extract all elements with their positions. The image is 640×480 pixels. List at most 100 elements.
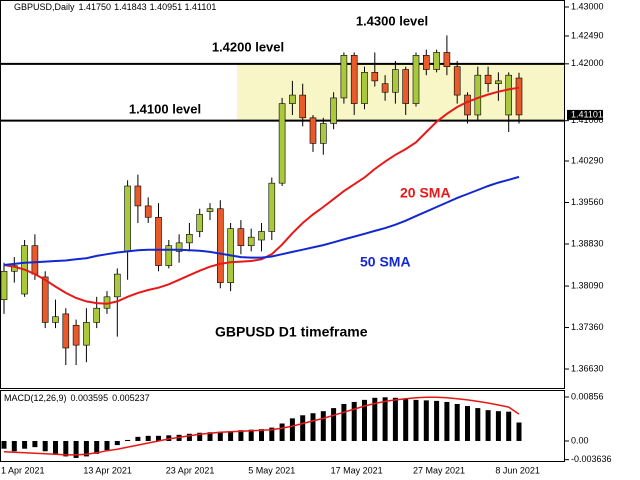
macd-bar — [475, 408, 481, 441]
candle-body — [41, 276, 49, 323]
macd-bar — [495, 411, 501, 441]
macd-bar — [42, 440, 48, 452]
x-tick-label: 8 Jun 2021 — [495, 465, 540, 475]
macd-bar — [310, 413, 316, 441]
header-high: 1.41843 — [114, 2, 147, 12]
candle-body — [31, 245, 39, 275]
candle-body — [196, 214, 203, 232]
macd-bar — [1, 440, 7, 449]
macd-bar — [465, 406, 470, 441]
macd-bar — [135, 436, 141, 441]
macd-bar — [73, 440, 79, 458]
candle-body — [371, 72, 379, 82]
candle-body — [309, 117, 317, 144]
y-tick-label: 1.43000 — [571, 1, 604, 11]
candle-body — [474, 74, 482, 116]
candle-body — [505, 74, 513, 116]
macd-bar — [217, 431, 223, 441]
y-tick-label: -0.003636 — [571, 454, 612, 464]
candle-body — [237, 228, 245, 246]
macd-bar — [444, 401, 450, 441]
macd-title: MACD(12,26,9) — [4, 393, 67, 403]
candle-body — [350, 54, 358, 104]
plot-layer: 1.43000 1.42490 1.42000 1.41000 1.40290 1.395… — [0, 1, 612, 475]
candle-body — [319, 123, 327, 144]
macd-bar — [413, 399, 419, 441]
candle-body — [206, 208, 214, 212]
macd-bar — [269, 427, 275, 441]
candle-body — [340, 54, 348, 99]
x-tick-label: 27 May 2021 — [413, 465, 465, 475]
sma-line — [3, 175, 520, 266]
y-tick-label: 1.41000 — [571, 115, 604, 125]
y-tick-label: 0.00856 — [571, 391, 604, 401]
candle-body — [165, 245, 173, 266]
candle-body — [93, 307, 100, 323]
macd-bar — [207, 432, 213, 441]
header-close: 1.41101 — [184, 2, 216, 12]
zone — [237, 63, 564, 121]
candle-body — [186, 234, 193, 244]
candle-body — [412, 54, 420, 104]
macd-bar — [63, 440, 69, 457]
macd-bar — [403, 398, 409, 441]
macd-bar — [372, 397, 378, 441]
macd-bar — [248, 429, 254, 441]
macd-bar — [516, 422, 522, 441]
candle-body — [155, 216, 162, 266]
y-tick-label: 1.39560 — [571, 197, 604, 207]
level-label: 1.4100 level — [129, 101, 201, 116]
header-open: 1.41750 — [79, 2, 112, 12]
macd-bar — [506, 411, 512, 441]
macd-bar — [454, 403, 460, 441]
macd-bar — [279, 423, 285, 441]
x-tick-label: 5 May 2021 — [248, 465, 295, 475]
symbol: GBPUSD,Daily — [14, 2, 75, 12]
candle-body — [175, 242, 183, 252]
macd-bar — [300, 415, 306, 441]
last-price-box — [567, 109, 603, 120]
sma-label: 50 SMA — [360, 254, 411, 270]
candle-body — [464, 94, 471, 116]
macd-bar — [434, 400, 440, 441]
y-tick-label: 1.37360 — [571, 322, 604, 332]
candle-body — [453, 66, 461, 96]
candle-body — [289, 94, 296, 104]
macd-bar — [32, 440, 38, 448]
sma-line — [3, 86, 520, 305]
chart-header: GBPUSD,Daily 1.41750 1.41843 1.40951 1.41101 — [14, 2, 216, 12]
candle-body — [422, 54, 430, 70]
y-tick-label: 1.38090 — [571, 280, 604, 290]
candle-body — [72, 324, 80, 346]
level-label: 1.4200 level — [212, 39, 284, 54]
candle-body — [52, 316, 59, 323]
macd-bar — [289, 418, 295, 441]
macd-bar — [94, 440, 100, 454]
candle-body — [247, 236, 255, 246]
candle-body — [258, 231, 265, 241]
y-tick-label: 1.36630 — [571, 363, 604, 373]
sma-label: 20 SMA — [400, 185, 451, 201]
level-label: 1.4300 level — [356, 13, 428, 28]
macd-bar — [341, 403, 347, 441]
annotation: GBPUSD D1 timeframe — [215, 324, 368, 340]
macd-signal-value: 0.005237 — [112, 393, 150, 403]
candle-body — [515, 77, 523, 116]
x-tick-label: 13 Apr 2021 — [83, 465, 132, 475]
candle-body — [402, 69, 410, 104]
candle-body — [83, 322, 90, 346]
macd-bar — [362, 399, 367, 441]
macd-bar — [197, 432, 203, 441]
macd-bar — [125, 439, 131, 441]
x-tick-label: 1 Apr 2021 — [1, 465, 45, 475]
macd-hist-value: 0.003595 — [71, 393, 109, 403]
candle-body — [330, 97, 337, 124]
macd-bar — [238, 430, 244, 441]
macd-header: MACD(12,26,9) 0.003595 0.005237 — [4, 393, 150, 403]
candle-body — [299, 94, 307, 119]
macd-bar — [104, 440, 110, 451]
candle-body — [124, 185, 131, 252]
y-tick-label: 1.40290 — [571, 155, 604, 165]
